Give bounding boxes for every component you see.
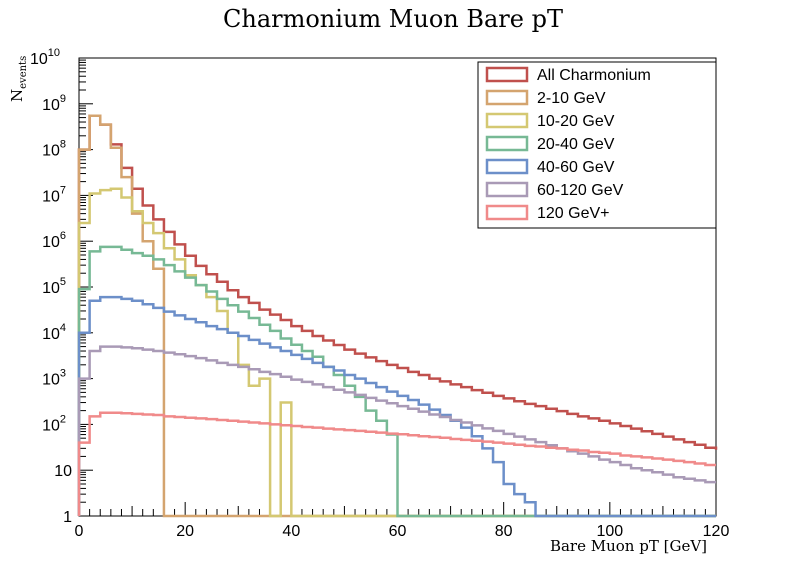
legend-label: 60-120 GeV <box>537 182 624 199</box>
series-line <box>77 295 716 518</box>
y-axis-title: Nevents <box>8 56 29 102</box>
x-tick-label: 60 <box>389 523 407 540</box>
x-tick-label: 20 <box>176 523 194 540</box>
chart-title: Charmonium Muon Bare pT <box>223 5 563 33</box>
legend-label: 20-40 GeV <box>537 136 615 153</box>
y-tick-label: 1010 <box>30 47 60 68</box>
x-tick-label: 0 <box>75 523 84 540</box>
y-axis-label-sub: events <box>18 56 29 89</box>
legend: All Charmonium 2-10 GeV 10-20 GeV 20-40 GeV… <box>477 61 717 229</box>
legend-entry: 120 GeV+ <box>485 204 610 222</box>
series-all-charmonium <box>77 114 718 516</box>
x-tick-labels: 0 20 40 60 80 100 120 <box>75 523 730 540</box>
y-tick-label: 103 <box>42 368 66 389</box>
y-tick-label: 107 <box>42 184 66 205</box>
legend-entry: 60-120 GeV <box>485 181 624 199</box>
legend-label: 2-10 GeV <box>537 90 606 107</box>
legend-entry: 2-10 GeV <box>485 89 606 107</box>
y-tick-labels: 1 10 102 103 104 105 106 107 108 109 1010 <box>30 47 72 526</box>
y-tick-label: 1 <box>63 509 72 526</box>
series-120-gev- <box>77 411 716 516</box>
series-line <box>77 114 718 516</box>
legend-label: 40-60 GeV <box>537 159 615 176</box>
y-axis-label: N <box>8 89 26 102</box>
series-line <box>77 345 716 516</box>
y-tick-label: 105 <box>42 276 66 297</box>
series-line <box>77 411 716 516</box>
legend-swatch <box>485 66 529 83</box>
legend-swatch <box>485 112 529 129</box>
legend-swatch <box>485 158 529 175</box>
legend-swatch <box>485 89 529 106</box>
x-tick-label: 120 <box>703 523 730 540</box>
legend-swatch <box>485 204 529 221</box>
legend-label: 10-20 GeV <box>537 113 615 130</box>
series-group <box>77 114 718 518</box>
y-tick-label: 104 <box>42 322 66 343</box>
legend-box <box>477 61 717 229</box>
x-axis-title: Bare Muon pT [GeV] <box>550 537 707 555</box>
y-tick-label: 106 <box>42 230 66 251</box>
x-tick-label: 40 <box>282 523 300 540</box>
legend-entry: 40-60 GeV <box>485 158 615 176</box>
series-line <box>77 245 716 518</box>
legend-entry: 20-40 GeV <box>485 135 615 153</box>
series-60-120-gev <box>77 345 716 516</box>
y-tick-label: 109 <box>42 93 66 114</box>
x-tick-label: 100 <box>596 523 623 540</box>
legend-swatch <box>485 135 529 152</box>
legend-entry: 10-20 GeV <box>485 112 615 130</box>
legend-swatch <box>485 181 529 198</box>
y-tick-label: 10 <box>54 463 72 480</box>
x-tick-label: 80 <box>495 523 513 540</box>
series-20-40-gev <box>77 245 716 518</box>
legend-entry: All Charmonium <box>485 66 651 84</box>
legend-label: All Charmonium <box>537 67 651 84</box>
series-40-60-gev <box>77 295 716 518</box>
legend-label: 120 GeV+ <box>537 205 610 222</box>
y-tick-label: 108 <box>42 139 66 160</box>
svg-text:Nevents: Nevents <box>8 56 29 102</box>
y-tick-label: 102 <box>42 413 66 434</box>
